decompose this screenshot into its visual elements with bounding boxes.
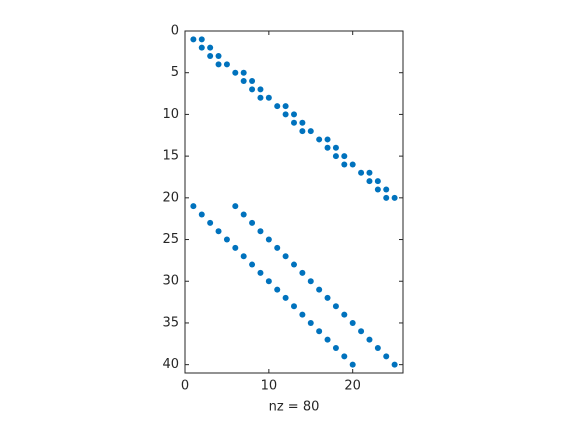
y-tick-label: 15 [162,149,179,164]
nonzero-dot [265,278,272,285]
nonzero-dot [316,328,323,335]
nonzero-dot [232,244,239,251]
y-tick-label: 30 [162,274,179,289]
nonzero-dot [299,128,306,135]
nonzero-dot [257,269,264,276]
nonzero-dot [249,261,256,268]
nonzero-dot [341,161,348,168]
x-tick-label: 10 [261,379,278,394]
nonzero-dot [291,303,297,310]
nonzero-dot [190,203,197,210]
nonzero-dot [190,36,197,43]
nonzero-dot [291,119,297,126]
nonzero-dot [274,244,281,251]
nonzero-dot [282,294,289,301]
nonzero-dot [249,219,256,226]
x-axis-label: nz = 80 [269,400,320,415]
nonzero-dot [207,53,214,60]
nonzero-dot [366,178,373,185]
nonzero-dot [232,69,239,76]
nonzero-dot [374,186,381,193]
nonzero-dot [324,294,331,301]
nonzero-dot [383,194,390,201]
nonzero-dot [383,186,390,193]
nonzero-dot [291,111,297,118]
nonzero-dot [240,69,247,76]
y-tick-label: 5 [171,65,179,80]
nonzero-dot [240,253,247,260]
nonzero-dot [249,78,256,85]
nonzero-dot [198,211,205,218]
nonzero-dot [374,344,381,351]
nonzero-dot [291,261,297,268]
nonzero-dot [198,36,205,43]
nonzero-dot [282,253,289,260]
nonzero-dot [240,78,247,85]
nonzero-dot [299,119,306,126]
nonzero-dot [249,86,256,93]
nonzero-dot [299,311,306,318]
nonzero-dot [316,136,323,143]
nonzero-dot [307,319,314,326]
nonzero-dot [257,86,264,93]
nonzero-dot [257,228,264,235]
nonzero-dot [299,269,306,276]
nonzero-dot [274,103,281,110]
nonzero-dot [307,278,314,285]
nonzero-dot [207,44,214,51]
y-tick-label: 40 [162,357,179,372]
axes-box [184,30,404,374]
nonzero-dot [391,361,398,368]
nonzero-dot [232,203,239,210]
nonzero-dot [215,228,222,235]
nonzero-dot [223,61,230,68]
nonzero-dot [265,94,272,101]
nonzero-dot [282,103,289,110]
nonzero-dot [349,161,356,168]
nonzero-dot [257,94,264,101]
nonzero-dot [324,144,331,151]
x-tick-label: 0 [181,379,189,394]
y-tick-label: 35 [162,315,179,330]
nonzero-dot [324,136,331,143]
nonzero-dot [358,169,365,176]
nonzero-dot [349,319,356,326]
nonzero-dot [332,144,339,151]
nonzero-dot [215,53,222,60]
nonzero-dot [307,128,314,135]
nonzero-dot [341,353,348,360]
nonzero-dot [274,286,281,293]
nonzero-dot [391,194,398,201]
nonzero-dot [282,111,289,118]
nonzero-dot [366,336,373,343]
nonzero-dot [265,236,272,243]
nonzero-dot [374,178,381,185]
nonzero-dot [332,303,339,310]
nonzero-dot [349,361,356,368]
nonzero-dot [332,153,339,160]
nonzero-dot [332,344,339,351]
y-tick-label: 20 [162,190,179,205]
y-tick-label: 10 [162,107,179,122]
nonzero-dot [207,219,214,226]
nonzero-dot [341,311,348,318]
nonzero-dot [223,236,230,243]
nonzero-dot [358,328,365,335]
y-tick-label: 0 [171,24,179,39]
nonzero-dot [383,353,390,360]
nonzero-dot [198,44,205,51]
nonzero-dot [341,153,348,160]
nonzero-dot [324,336,331,343]
y-tick-label: 25 [162,232,179,247]
nonzero-dot [215,61,222,68]
nonzero-dot [240,211,247,218]
nonzero-dot [316,286,323,293]
x-tick-label: 20 [344,379,361,394]
nonzero-dot [366,169,373,176]
